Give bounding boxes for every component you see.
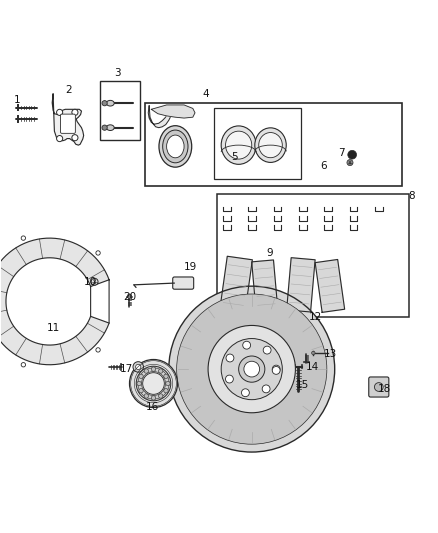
Text: 11: 11	[46, 322, 60, 333]
Circle shape	[347, 159, 353, 166]
Text: 17: 17	[120, 364, 133, 374]
Text: 7: 7	[338, 148, 345, 158]
Polygon shape	[220, 256, 252, 314]
Text: 15: 15	[295, 380, 309, 390]
Circle shape	[102, 125, 107, 130]
Text: 20: 20	[123, 292, 136, 302]
Text: 4: 4	[203, 89, 209, 99]
Circle shape	[272, 365, 280, 373]
Text: 6: 6	[321, 161, 327, 171]
Circle shape	[57, 135, 63, 142]
Circle shape	[159, 394, 163, 398]
Circle shape	[241, 389, 249, 397]
Circle shape	[226, 354, 234, 362]
Text: 12: 12	[308, 312, 321, 322]
Circle shape	[208, 326, 295, 413]
Circle shape	[164, 374, 168, 378]
Circle shape	[177, 294, 327, 444]
Ellipse shape	[255, 128, 286, 163]
Circle shape	[127, 294, 132, 298]
Text: 1: 1	[14, 95, 21, 104]
Circle shape	[239, 356, 265, 382]
Ellipse shape	[159, 126, 192, 167]
Text: 5: 5	[231, 152, 237, 163]
FancyBboxPatch shape	[60, 114, 75, 133]
Circle shape	[102, 101, 107, 106]
Polygon shape	[286, 257, 315, 312]
Circle shape	[272, 367, 280, 374]
Polygon shape	[148, 106, 173, 128]
Bar	[145, 103, 403, 185]
Text: 18: 18	[378, 384, 392, 394]
Polygon shape	[0, 238, 109, 365]
Circle shape	[57, 109, 63, 116]
Circle shape	[72, 109, 78, 116]
FancyBboxPatch shape	[173, 277, 194, 289]
Circle shape	[311, 351, 315, 354]
Text: 13: 13	[324, 349, 337, 359]
Circle shape	[244, 361, 260, 377]
Circle shape	[221, 338, 283, 400]
Circle shape	[166, 381, 170, 386]
Bar	[214, 108, 301, 179]
Text: 16: 16	[146, 402, 159, 412]
Circle shape	[262, 385, 270, 393]
Polygon shape	[151, 105, 195, 118]
Circle shape	[137, 381, 141, 386]
Circle shape	[263, 346, 271, 354]
Ellipse shape	[226, 131, 252, 159]
Circle shape	[21, 236, 25, 240]
Circle shape	[151, 395, 155, 400]
Ellipse shape	[106, 125, 114, 131]
Ellipse shape	[162, 130, 188, 163]
Ellipse shape	[221, 126, 256, 164]
Circle shape	[143, 373, 164, 394]
Text: 8: 8	[408, 191, 414, 201]
Text: 14: 14	[306, 362, 319, 372]
Text: 2: 2	[65, 85, 72, 95]
Circle shape	[139, 389, 143, 393]
Polygon shape	[315, 260, 345, 312]
Bar	[100, 81, 140, 140]
Circle shape	[226, 375, 233, 383]
Circle shape	[21, 362, 25, 367]
Circle shape	[151, 367, 155, 372]
Bar	[217, 193, 409, 317]
Circle shape	[130, 359, 177, 408]
Circle shape	[348, 150, 357, 159]
Circle shape	[91, 278, 98, 285]
Circle shape	[169, 286, 335, 452]
Circle shape	[243, 341, 251, 349]
Circle shape	[374, 383, 383, 391]
Circle shape	[96, 251, 100, 255]
Circle shape	[136, 364, 141, 369]
Ellipse shape	[259, 133, 283, 158]
Ellipse shape	[166, 135, 184, 158]
Circle shape	[133, 362, 144, 372]
Circle shape	[144, 369, 148, 373]
Ellipse shape	[106, 100, 114, 106]
FancyBboxPatch shape	[369, 377, 389, 397]
Circle shape	[144, 394, 148, 398]
Text: 9: 9	[266, 248, 272, 259]
Circle shape	[139, 374, 143, 378]
Text: 19: 19	[184, 262, 197, 271]
Polygon shape	[52, 94, 84, 145]
Text: 3: 3	[114, 68, 121, 78]
Circle shape	[96, 348, 100, 352]
Circle shape	[136, 366, 171, 401]
Circle shape	[164, 389, 168, 393]
Text: 10: 10	[84, 277, 97, 287]
Circle shape	[72, 135, 78, 141]
Circle shape	[159, 369, 163, 373]
Polygon shape	[252, 260, 278, 313]
